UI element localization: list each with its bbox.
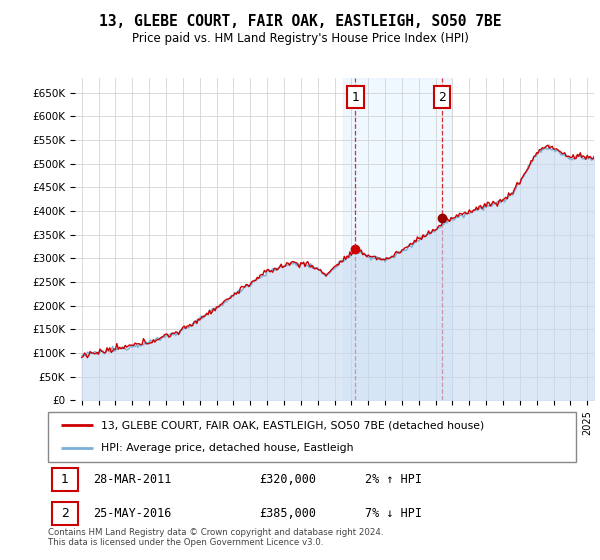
Text: 2: 2 [61, 507, 69, 520]
Text: £320,000: £320,000 [259, 473, 316, 486]
Text: 2% ↑ HPI: 2% ↑ HPI [365, 473, 422, 486]
FancyBboxPatch shape [52, 468, 77, 491]
Text: 13, GLEBE COURT, FAIR OAK, EASTLEIGH, SO50 7BE (detached house): 13, GLEBE COURT, FAIR OAK, EASTLEIGH, SO… [101, 420, 484, 430]
Text: 7% ↓ HPI: 7% ↓ HPI [365, 507, 422, 520]
Text: Price paid vs. HM Land Registry's House Price Index (HPI): Price paid vs. HM Land Registry's House … [131, 32, 469, 45]
Text: 13, GLEBE COURT, FAIR OAK, EASTLEIGH, SO50 7BE: 13, GLEBE COURT, FAIR OAK, EASTLEIGH, SO… [99, 14, 501, 29]
Text: HPI: Average price, detached house, Eastleigh: HPI: Average price, detached house, East… [101, 444, 353, 454]
Text: 28-MAR-2011: 28-MAR-2011 [93, 473, 171, 486]
Text: Contains HM Land Registry data © Crown copyright and database right 2024.
This d: Contains HM Land Registry data © Crown c… [48, 528, 383, 548]
FancyBboxPatch shape [48, 412, 576, 462]
Text: 25-MAY-2016: 25-MAY-2016 [93, 507, 171, 520]
Bar [343, 78, 452, 400]
Text: 1: 1 [61, 473, 69, 486]
FancyBboxPatch shape [52, 502, 77, 525]
Text: £385,000: £385,000 [259, 507, 316, 520]
Text: 1: 1 [352, 91, 359, 104]
Text: 2: 2 [438, 91, 446, 104]
